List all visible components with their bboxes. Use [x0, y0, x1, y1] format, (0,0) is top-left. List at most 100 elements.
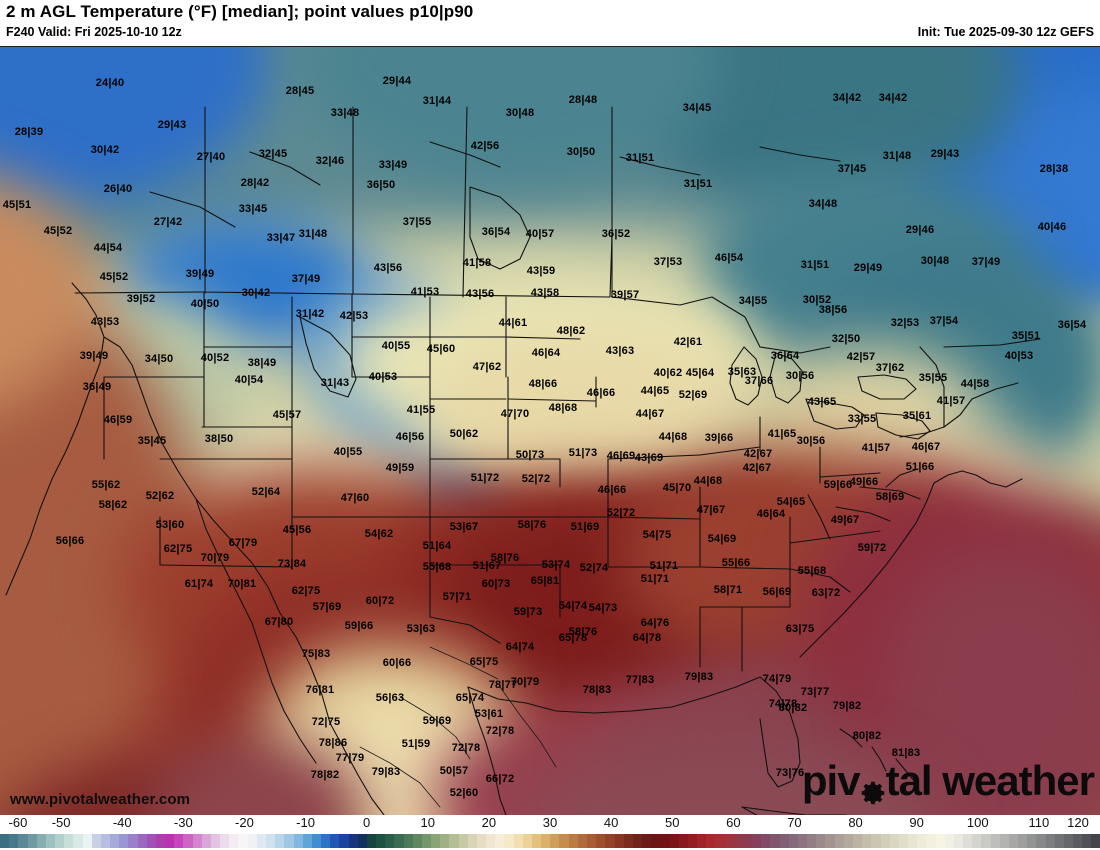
point-value-label: 51|59 [401, 738, 431, 750]
point-value-label: 37|49 [971, 256, 1001, 268]
point-value-label: 59|66 [823, 479, 853, 491]
colorbar-swatch [18, 834, 28, 848]
site-url-watermark: www.pivotalweather.com [10, 791, 191, 808]
brand-watermark: piv tal weather [802, 757, 1095, 805]
point-value-label: 34|50 [144, 353, 174, 365]
point-value-label: 32|46 [315, 155, 345, 167]
point-value-label: 26|40 [103, 183, 133, 195]
colorbar-swatch [1082, 834, 1092, 848]
point-value-label: 58|76 [517, 519, 547, 531]
colorbar-swatch [27, 834, 37, 848]
colorbar-swatch [348, 834, 358, 848]
colorbar-swatch [1063, 834, 1074, 848]
page-title: 2 m AGL Temperature (°F) [median]; point… [6, 2, 474, 21]
point-value-label: 43|58 [530, 287, 560, 299]
colorbar-swatch [770, 834, 780, 848]
point-value-label: 28|42 [240, 177, 270, 189]
point-value-label: 29|44 [382, 75, 412, 87]
point-value-label: 51|72 [470, 472, 500, 484]
point-value-label: 51|64 [422, 540, 452, 552]
point-value-label: 40|53 [368, 371, 398, 383]
point-value-label: 32|50 [831, 333, 861, 345]
point-value-label: 51|66 [905, 461, 935, 473]
point-value-label: 56|69 [762, 586, 792, 598]
point-value-label: 43|53 [90, 316, 120, 328]
colorbar-swatch [1091, 834, 1100, 848]
point-value-label: 51|67 [472, 560, 502, 572]
point-value-label: 79|83 [684, 671, 714, 683]
colorbar-tick-label: 50 [664, 815, 680, 830]
colorbar-swatch [587, 834, 597, 848]
colorbar-swatch [917, 834, 927, 848]
colorbar-swatch [73, 834, 83, 848]
colorbar-tick-label: 40 [603, 815, 619, 830]
point-value-label: 37|62 [875, 362, 905, 374]
colorbar-tick-label: -30 [173, 815, 193, 830]
colorbar-swatch [486, 834, 496, 848]
point-value-label: 72|78 [485, 725, 515, 737]
colorbar-swatch [568, 834, 578, 848]
temperature-map[interactable]: 24|40 28|45 29|44 31|44 30|48 28|48 34|45 34|42… [0, 46, 1100, 816]
point-value-label: 56|66 [55, 535, 85, 547]
point-value-label: 50|57 [439, 765, 469, 777]
point-value-label: 31|51 [625, 152, 655, 164]
colorbar-swatch [183, 834, 193, 848]
point-value-label: 42|67 [743, 448, 773, 460]
colorbar-swatch [45, 834, 56, 848]
colorbar-swatches[interactable] [0, 834, 1100, 848]
point-value-label: 52|60 [449, 787, 479, 799]
colorbar-swatch [174, 834, 184, 848]
colorbar-swatch [302, 834, 312, 848]
colorbar-swatch [660, 834, 670, 848]
point-value-label: 44|68 [693, 475, 723, 487]
point-value-label: 58|76 [568, 626, 598, 638]
point-value-label: 31|51 [800, 259, 830, 271]
point-value-label: 81|83 [891, 747, 921, 759]
colorbar-swatch [110, 834, 120, 848]
point-value-label: 41|55 [406, 404, 436, 416]
colorbar-swatch [357, 834, 367, 848]
point-value-label: 42|67 [742, 462, 772, 474]
colorbar-swatch [366, 834, 377, 848]
colorbar-swatch [797, 834, 808, 848]
point-value-label: 51|71 [640, 573, 670, 585]
point-value-label: 29|49 [853, 262, 883, 274]
point-value-label: 45|70 [662, 482, 692, 494]
colorbar-tick-label: -20 [235, 815, 254, 830]
colorbar-swatch [531, 834, 542, 848]
point-value-label: 30|52 [802, 294, 832, 306]
point-value-label: 70|79 [200, 552, 230, 564]
point-value-label: 37|49 [291, 273, 321, 285]
point-value-label: 58|76 [490, 552, 520, 564]
colorbar-tick-label: 0 [363, 815, 371, 830]
point-value-label: 52|69 [678, 389, 708, 401]
colorbar-swatch [559, 834, 569, 848]
colorbar-swatch [128, 834, 138, 848]
point-value-label: 40|53 [1004, 350, 1034, 362]
colorbar-swatch [64, 834, 74, 848]
point-value-label: 37|45 [837, 163, 867, 175]
colorbar-swatch [990, 834, 1000, 848]
point-value-label: 59|73 [513, 606, 543, 618]
point-value-label: 52|72 [521, 473, 551, 485]
point-value-label: 78|77 [488, 679, 518, 691]
point-value-label: 51|71 [649, 560, 679, 572]
point-value-label: 41|57 [936, 395, 966, 407]
colorbar[interactable]: -60 -50 -40 -30 -20 -10 0 10 20 30 40 50 60 70 80 90 100… [0, 815, 1100, 850]
colorbar-swatch [715, 834, 725, 848]
colorbar-swatch [687, 834, 698, 848]
point-value-label: 41|57 [861, 442, 891, 454]
colorbar-tick-label: 10 [420, 815, 435, 830]
point-value-label: 54|73 [588, 602, 618, 614]
colorbar-swatch [871, 834, 881, 848]
point-value-label: 52|62 [145, 490, 175, 502]
point-value-label: 72|78 [451, 742, 481, 754]
point-value-label: 41|65 [767, 428, 797, 440]
colorbar-swatch [421, 834, 432, 848]
point-value-label: 44|65 [640, 385, 670, 397]
point-value-label: 40|46 [1037, 221, 1067, 233]
point-value-label: 40|55 [333, 446, 363, 458]
colorbar-swatch [431, 834, 441, 848]
point-value-label: 36|52 [601, 228, 631, 240]
point-value-label: 56|63 [375, 692, 405, 704]
